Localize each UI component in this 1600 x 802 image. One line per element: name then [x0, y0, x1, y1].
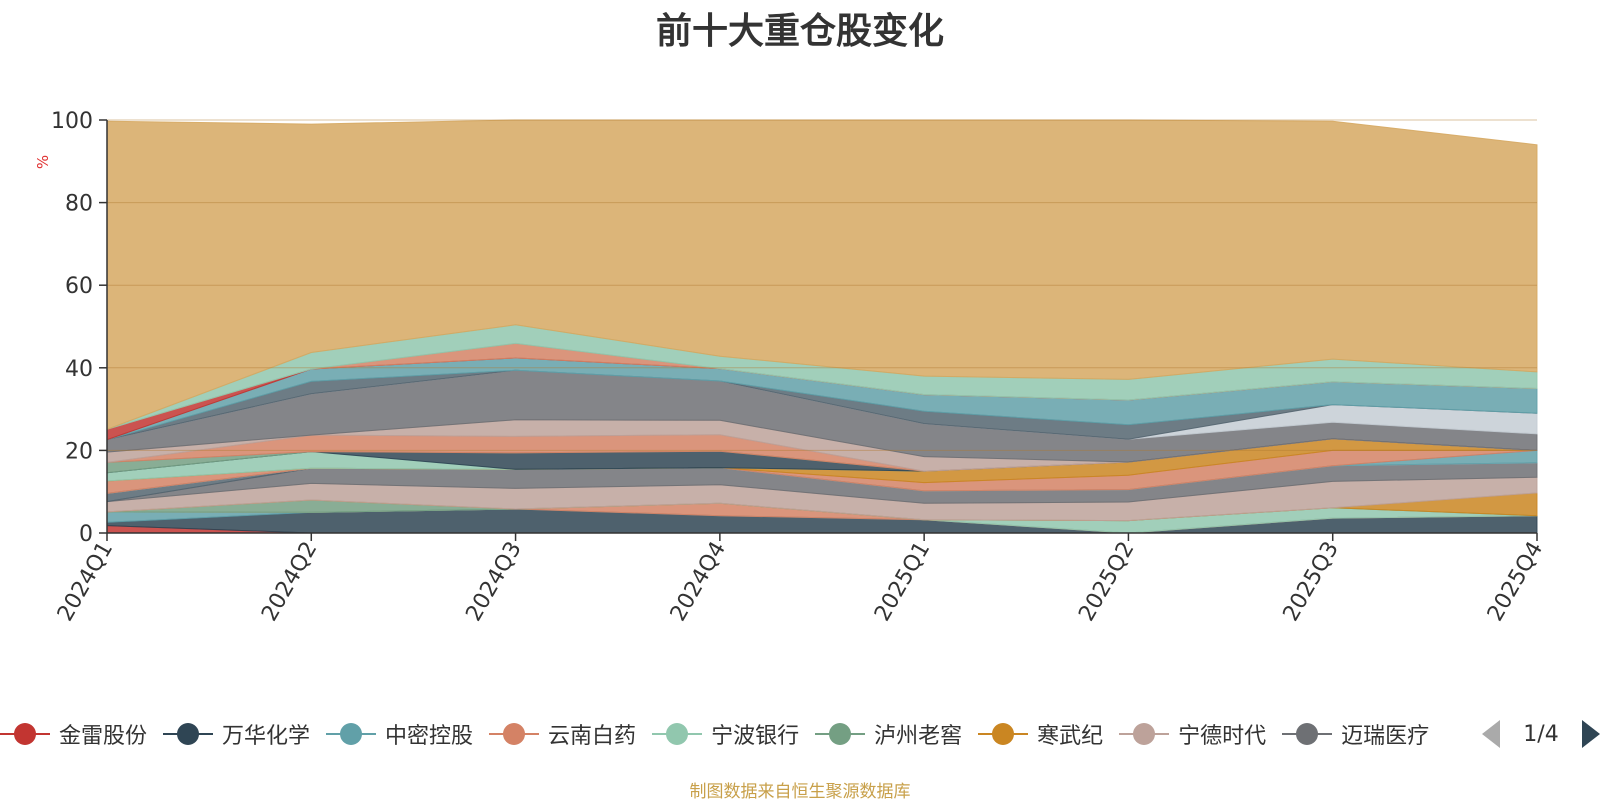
- gridlines: [107, 119, 1537, 451]
- legend-marker-icon: [326, 723, 377, 745]
- legend-item[interactable]: 云南白药: [489, 716, 636, 752]
- data-source-footer: 制图数据来自恒生聚源数据库: [689, 782, 911, 802]
- y-tick-label: 80: [65, 192, 93, 217]
- y-tick-label: 60: [65, 274, 93, 299]
- chart-title: 前十大重仓股变化: [655, 11, 944, 52]
- legend-label: 金雷股份: [59, 724, 148, 749]
- x-tick-label: 2025Q1: [870, 538, 935, 626]
- series-areas: [106, 119, 1538, 534]
- legend-item[interactable]: 金雷股份: [0, 716, 147, 752]
- legend-next-icon[interactable]: [1582, 720, 1600, 748]
- legend-label: 云南白药: [548, 724, 637, 749]
- y-axis-label: %: [34, 155, 52, 169]
- y-tick-label: 20: [65, 439, 93, 464]
- legend-marker-icon: [489, 723, 540, 745]
- x-tick-label: 2024Q1: [53, 538, 118, 626]
- legend-item[interactable]: 中密控股: [326, 716, 473, 752]
- legend-marker-icon: [978, 723, 1029, 745]
- area-series-26[interactable]: [106, 119, 1538, 431]
- legend-label: 万华化学: [222, 724, 311, 749]
- legend-item[interactable]: 万华化学: [163, 716, 310, 752]
- x-tick-label: 2024Q3: [461, 538, 526, 626]
- legend-item[interactable]: 宁德时代: [1119, 716, 1266, 752]
- legend-label: 迈瑞医疗: [1341, 724, 1430, 749]
- legend-label: 寒武纪: [1037, 724, 1104, 749]
- legend-item[interactable]: 宁波银行: [652, 716, 799, 752]
- x-tick-label: 2024Q2: [257, 538, 322, 626]
- legend-item[interactable]: 迈瑞医疗: [1282, 716, 1429, 752]
- y-tick-label: 40: [65, 357, 93, 382]
- legend-label: 宁波银行: [711, 724, 800, 749]
- y-tick-label: 0: [79, 522, 93, 547]
- legend-item[interactable]: 泸州老窖: [815, 716, 962, 752]
- legend: 金雷股份 万华化学 中密控股 云南白药 宁波银行 泸州老窖 寒武纪 宁德时代 迈瑞医疗 1/4: [0, 716, 1600, 752]
- x-tick-label: 2025Q3: [1279, 538, 1344, 626]
- legend-marker-icon: [1119, 723, 1170, 745]
- legend-marker-icon: [815, 723, 866, 745]
- legend-label: 宁德时代: [1178, 724, 1267, 749]
- legend-marker-icon: [652, 723, 703, 745]
- legend-viewport: 金雷股份 万华化学 中密控股 云南白药 宁波银行 泸州老窖 寒武纪 宁德时代 迈瑞医疗: [0, 716, 1482, 752]
- legend-label: 泸州老窖: [874, 724, 963, 749]
- legend-prev-icon[interactable]: [1482, 720, 1500, 748]
- x-tick-label: 2025Q4: [1483, 538, 1548, 626]
- legend-pager: 1/4: [1482, 716, 1600, 752]
- legend-marker-icon: [163, 723, 214, 745]
- legend-item[interactable]: 寒武纪: [978, 716, 1103, 752]
- legend-marker-icon: [1282, 723, 1333, 745]
- x-tick-label: 2025Q2: [1074, 538, 1139, 626]
- y-tick-label: 100: [51, 109, 93, 134]
- x-tick-label: 2024Q4: [666, 538, 731, 626]
- legend-marker-icon: [0, 723, 50, 745]
- legend-label: 中密控股: [385, 724, 474, 749]
- legend-page-indicator: 1/4: [1523, 721, 1559, 747]
